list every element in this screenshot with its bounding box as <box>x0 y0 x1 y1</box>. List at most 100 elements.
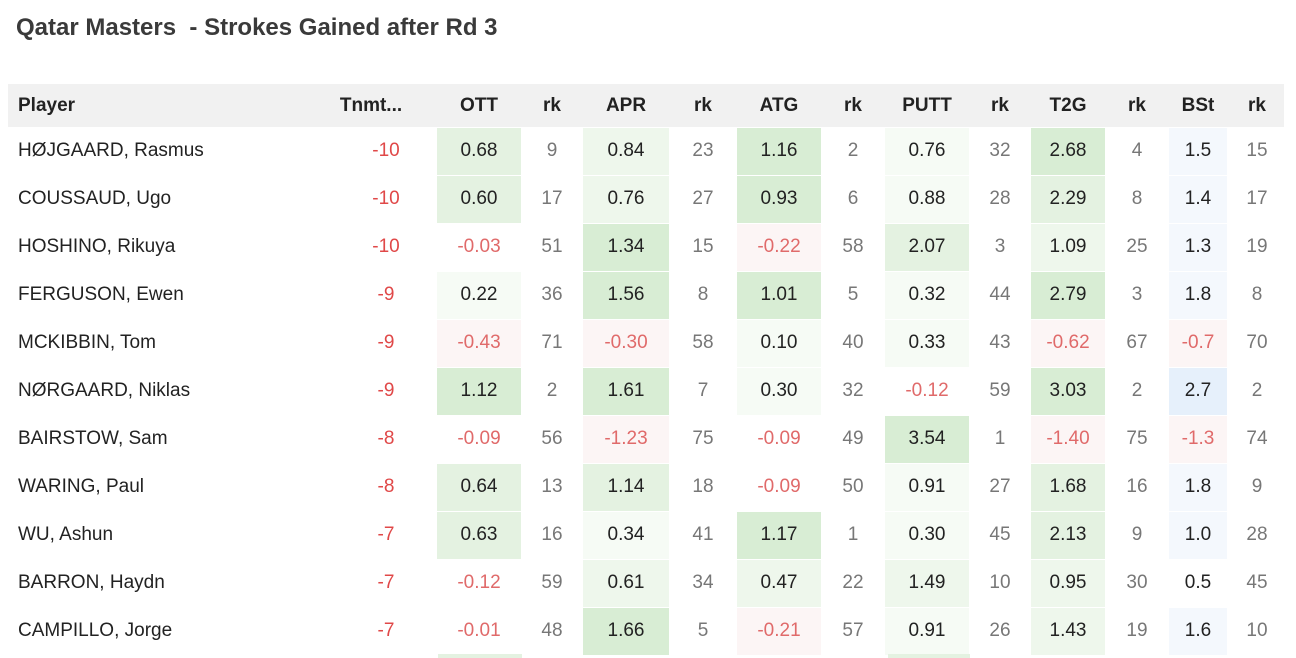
apr-value-text: -1.23 <box>583 415 669 463</box>
putt-value-text: 0.30 <box>885 511 969 559</box>
apr-rank: 41 <box>692 524 714 545</box>
table-row[interactable]: FERGUSON, Ewen -9 0.22 36 1.56 8 1.01 5 0.32 44 2.… <box>8 271 1284 319</box>
column-header-putt[interactable]: PUTT <box>902 94 952 116</box>
putt-rank: 44 <box>989 284 1011 305</box>
column-header-atg-rk[interactable]: rk <box>844 94 862 116</box>
bst-rank: 8 <box>1251 284 1263 305</box>
t2g-rank: 25 <box>1126 236 1148 257</box>
column-header-bst[interactable]: BSt <box>1181 94 1215 116</box>
ott-value: 0.63 <box>434 511 524 559</box>
tournament-score: -8 <box>377 428 395 449</box>
column-header-putt-rk[interactable]: rk <box>991 94 1009 116</box>
apr-value-text: 0.34 <box>583 511 669 559</box>
t2g-rank: 67 <box>1126 332 1148 353</box>
table-row[interactable]: CAMPILLO, Jorge -7 -0.01 48 1.66 5 -0.21 57 0.91… <box>8 607 1284 655</box>
apr-value-text: 0.61 <box>583 559 669 607</box>
page-title: Qatar Masters - Strokes Gained after Rd … <box>16 14 498 41</box>
t2g-rank: 3 <box>1131 284 1143 305</box>
table-row[interactable]: HOSHINO, Rikuya -10 -0.03 51 1.34 15 -0.22 58 2.… <box>8 223 1284 271</box>
bst-rank: 19 <box>1246 236 1268 257</box>
putt-value-text: 0.32 <box>885 271 969 319</box>
column-header-ott[interactable]: OTT <box>460 94 498 116</box>
column-header-ott-rk[interactable]: rk <box>543 94 561 116</box>
atg-value: 0.30 <box>734 367 824 415</box>
player-name: BAIRSTOW, Sam <box>18 428 168 449</box>
tournament-score: -7 <box>377 620 395 641</box>
bst-rank: 15 <box>1246 140 1268 161</box>
column-header-bst-rk[interactable]: rk <box>1248 94 1266 116</box>
ott-rank: 36 <box>541 284 563 305</box>
bst-rank: 74 <box>1246 428 1268 449</box>
table-row[interactable]: BAIRSTOW, Sam -8 -0.09 56 -1.23 75 -0.09 49 3.54… <box>8 415 1284 463</box>
bst-value: 0.5 <box>1166 559 1230 607</box>
strokes-gained-table: Player Tnmt... OTT rk APR rk ATG rk PUTT rk T2G rk B… <box>8 84 1284 655</box>
table-row[interactable]: WU, Ashun -7 0.63 16 0.34 41 1.17 1 0.30 45 2.13 9 1… <box>8 511 1284 559</box>
apr-value: 0.34 <box>580 511 672 559</box>
putt-rank: 3 <box>994 236 1006 257</box>
t2g-rank: 2 <box>1131 380 1143 401</box>
t2g-value-text: 2.68 <box>1031 127 1105 175</box>
bst-value-text: 0.5 <box>1169 559 1227 607</box>
table-row[interactable]: COUSSAUD, Ugo -10 0.60 17 0.76 27 0.93 6 0.88 28 2… <box>8 175 1284 223</box>
bst-value-text: 1.3 <box>1169 223 1227 271</box>
bst-value: -1.3 <box>1166 415 1230 463</box>
player-name: MCKIBBIN, Tom <box>18 332 156 353</box>
atg-rank: 5 <box>847 284 859 305</box>
table-row[interactable]: HØJGAARD, Rasmus -10 0.68 9 0.84 23 1.16 2 0.76 3… <box>8 127 1284 175</box>
atg-value: -0.22 <box>734 223 824 271</box>
ott-rank: 17 <box>541 188 563 209</box>
apr-rank: 8 <box>697 284 709 305</box>
tournament-score: -10 <box>372 236 400 257</box>
column-header-t2g-rk[interactable]: rk <box>1128 94 1146 116</box>
column-header-apr-rk[interactable]: rk <box>694 94 712 116</box>
table-row[interactable]: BARRON, Haydn -7 -0.12 59 0.61 34 0.47 22 1.49 10… <box>8 559 1284 607</box>
atg-value-text: -0.09 <box>737 463 821 511</box>
bst-rank: 70 <box>1246 332 1268 353</box>
bst-value-text: 2.7 <box>1169 367 1227 415</box>
atg-value-text: 1.16 <box>737 127 821 175</box>
atg-rank: 40 <box>842 332 864 353</box>
player-name: BARRON, Haydn <box>18 572 165 593</box>
t2g-rank: 75 <box>1126 428 1148 449</box>
apr-value-text: 1.34 <box>583 223 669 271</box>
ott-value-text: 0.22 <box>437 271 521 319</box>
t2g-value: 2.79 <box>1028 271 1108 319</box>
atg-value-text: 0.10 <box>737 319 821 367</box>
apr-value-text: 1.14 <box>583 463 669 511</box>
atg-value-text: 0.93 <box>737 175 821 223</box>
table-row[interactable]: MCKIBBIN, Tom -9 -0.43 71 -0.30 58 0.10 40 0.33 4… <box>8 319 1284 367</box>
player-name: WARING, Paul <box>18 476 144 497</box>
player-name: HØJGAARD, Rasmus <box>18 140 204 161</box>
table-row[interactable]: NØRGAARD, Niklas -9 1.12 2 1.61 7 0.30 32 -0.12 5… <box>8 367 1284 415</box>
ott-value-text: -0.43 <box>437 319 521 367</box>
bst-value: 2.7 <box>1166 367 1230 415</box>
apr-value-text: 0.84 <box>583 127 669 175</box>
putt-value-text: 2.07 <box>885 223 969 271</box>
putt-value-text: 0.33 <box>885 319 969 367</box>
column-header-atg[interactable]: ATG <box>759 94 799 116</box>
putt-rank: 26 <box>989 620 1011 641</box>
bst-value-text: 1.0 <box>1169 511 1227 559</box>
atg-value: 0.10 <box>734 319 824 367</box>
bst-value: 1.3 <box>1166 223 1230 271</box>
ott-value-text: 0.68 <box>437 127 521 175</box>
column-header-tnmt[interactable]: Tnmt... <box>339 94 403 116</box>
t2g-value-text: -0.62 <box>1031 319 1105 367</box>
player-name: HOSHINO, Rikuya <box>18 236 176 257</box>
putt-value-text: 0.91 <box>885 607 969 655</box>
next-row-peek-putt <box>888 654 970 658</box>
atg-value: 1.16 <box>734 127 824 175</box>
ott-value: -0.01 <box>434 607 524 655</box>
atg-value: 0.93 <box>734 175 824 223</box>
column-header-t2g[interactable]: T2G <box>1049 94 1087 116</box>
column-header-apr[interactable]: APR <box>605 94 647 116</box>
putt-value-text: 0.76 <box>885 127 969 175</box>
column-header-player[interactable]: Player <box>18 94 76 116</box>
player-name: CAMPILLO, Jorge <box>18 620 173 641</box>
table-row[interactable]: WARING, Paul -8 0.64 13 1.14 18 -0.09 50 0.91 27 1… <box>8 463 1284 511</box>
putt-value: 0.91 <box>882 463 972 511</box>
bst-value-text: 1.8 <box>1169 271 1227 319</box>
atg-value: 0.47 <box>734 559 824 607</box>
ott-value: -0.12 <box>434 559 524 607</box>
atg-rank: 58 <box>842 236 864 257</box>
